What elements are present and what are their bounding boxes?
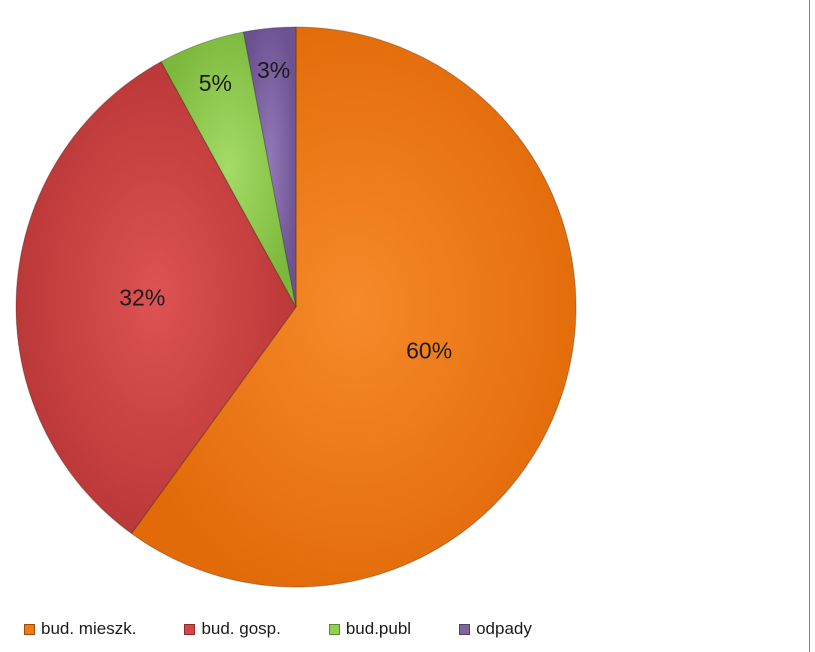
legend-label-bud-gosp: bud. gosp. [201, 619, 281, 638]
legend-swatch-bud-gosp [184, 623, 196, 635]
legend-item-odpady: odpady [459, 619, 532, 639]
legend-item-bud-mieszk: bud. mieszk. [24, 619, 136, 639]
pie-slice-odpady [242, 26, 297, 308]
legend-label-bud-publ: bud.publ [345, 619, 412, 638]
data-label-bud-mieszk: 60% [406, 337, 452, 363]
legend: bud. mieszk. bud. gosp. bud.publ odpady [24, 617, 580, 641]
data-label-bud-publ: 5% [199, 70, 232, 96]
legend-label-bud-mieszk: bud. mieszk. [41, 619, 137, 638]
data-label-bud-gosp: 32% [119, 284, 165, 310]
pie-slice-bud-mieszk [130, 26, 577, 588]
pie-slice-bud-gosp [15, 60, 297, 535]
legend-swatch-odpady [459, 623, 471, 635]
legend-item-bud-publ: bud.publ [328, 619, 412, 639]
legend-item-bud-gosp: bud. gosp. [184, 619, 281, 639]
data-label-odpady: 3% [257, 57, 290, 83]
legend-swatch-bud-publ [328, 623, 340, 635]
pie-data-labels: 60% 32% 5% 3% [119, 57, 452, 363]
pie-chart: 60% 32% 5% 3% [15, 26, 577, 588]
legend-swatch-bud-mieszk [24, 623, 35, 635]
pie-slice-bud-publ [160, 31, 297, 308]
pie-slices [15, 26, 577, 588]
legend-label-odpady: odpady [476, 619, 532, 638]
